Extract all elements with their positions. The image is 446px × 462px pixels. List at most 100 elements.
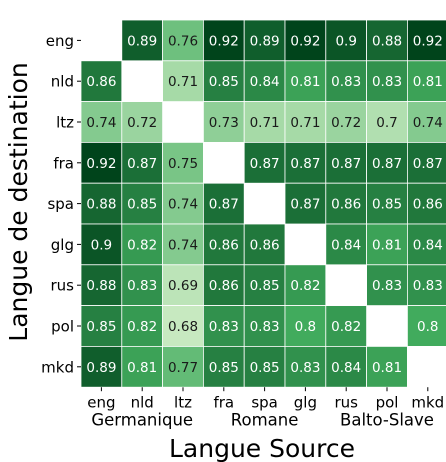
cell-value-nld-rus: 0.83 [331, 74, 361, 90]
heatmap-cell-nld-ltz [162, 60, 204, 102]
heatmap-cell-rus-ltz [162, 264, 204, 306]
cell-value-nld-glg: 0.81 [290, 74, 320, 90]
cell-value-rus-pol: 0.83 [372, 278, 402, 294]
heatmap-cell-spa-fra [202, 182, 245, 225]
y-tick-label-fra: fra [53, 154, 74, 172]
y-tick-label-eng: eng [46, 32, 74, 50]
heatmap-cell-nld-fra [202, 60, 245, 102]
cell-value-ltz-spa: 0.71 [250, 115, 280, 131]
cell-value-fra-eng: 0.92 [86, 156, 116, 172]
heatmap-cell-glg-fra [202, 223, 245, 266]
x-tick-label-spa: spa [251, 394, 278, 412]
heatmap-cell-ltz-spa [243, 101, 286, 143]
cell-value-mkd-nld: 0.81 [127, 360, 157, 376]
heatmap-cell-ltz-nld [121, 101, 164, 143]
cell-value-ltz-fra: 0.73 [209, 115, 239, 131]
heatmap-cell-pol-spa [243, 305, 286, 347]
heatmap-cell-mkd-glg [284, 345, 327, 388]
cell-value-glg-pol: 0.81 [372, 237, 402, 253]
cell-value-nld-pol: 0.83 [372, 74, 402, 90]
cell-value-eng-mkd: 0.92 [413, 33, 443, 49]
cell-value-rus-glg: 0.82 [290, 278, 320, 294]
heatmap-cell-nld-glg [284, 60, 327, 102]
y-tick-label-mkd: mkd [41, 358, 74, 376]
cell-value-ltz-glg: 0.71 [290, 115, 320, 131]
cell-value-nld-spa: 0.84 [250, 74, 280, 90]
y-axis-label: Langue de destination [4, 62, 33, 341]
heatmap-cell-pol-rus [325, 305, 367, 347]
heatmap-cell-ltz-rus [325, 101, 367, 143]
cell-value-ltz-eng: 0.74 [86, 115, 116, 131]
heatmap-cell-nld-mkd [406, 60, 446, 102]
heatmap-cell-rus-mkd [406, 264, 446, 306]
heatmap-cell-ltz-fra [202, 101, 245, 143]
cell-value-eng-nld: 0.89 [127, 33, 157, 49]
y-tick-label-ltz: ltz [56, 114, 74, 132]
cell-value-fra-spa: 0.87 [250, 156, 280, 172]
cell-value-nld-mkd: 0.81 [413, 74, 443, 90]
cell-value-pol-ltz: 0.68 [168, 319, 198, 335]
cell-value-fra-pol: 0.87 [372, 156, 402, 172]
cell-value-mkd-eng: 0.89 [86, 360, 116, 376]
cell-value-eng-fra: 0.92 [209, 33, 239, 49]
heatmap-cell-eng-rus [325, 19, 367, 62]
cell-value-spa-glg: 0.87 [290, 197, 320, 213]
heatmap-cell-mkd-spa [243, 345, 286, 388]
cell-value-nld-fra: 0.85 [209, 74, 239, 90]
x-tick-label-glg: glg [294, 394, 317, 412]
x-tick-label-nld: nld [131, 394, 154, 412]
cell-value-glg-spa: 0.86 [250, 237, 280, 253]
cell-value-eng-pol: 0.88 [372, 33, 402, 49]
heatmap-cell-rus-glg [284, 264, 327, 306]
cell-value-mkd-pol: 0.81 [372, 360, 402, 376]
cell-value-pol-eng: 0.85 [86, 319, 116, 335]
cell-value-glg-mkd: 0.84 [413, 237, 443, 253]
heatmap-cell-mkd-rus [325, 345, 367, 388]
x-group-label: Balto-Slave [340, 411, 434, 430]
cell-value-rus-eng: 0.88 [86, 278, 116, 294]
x-tick-label-pol: pol [376, 394, 399, 412]
cell-value-ltz-mkd: 0.74 [413, 115, 443, 131]
heatmap-cell-spa-mkd [406, 182, 446, 225]
heatmap-cell-pol-fra [202, 305, 245, 347]
cell-value-pol-nld: 0.82 [127, 319, 157, 335]
heatmap-cell-pol-glg [284, 305, 327, 347]
cell-value-fra-ltz: 0.75 [168, 156, 198, 172]
heatmap-cell-mkd-fra [202, 345, 245, 388]
x-axis-label: Langue Source [169, 434, 355, 462]
x-axis-groups: Germanique Romane Balto-Slave [91, 411, 434, 430]
cell-value-rus-mkd: 0.83 [413, 278, 443, 294]
cell-value-glg-eng: 0.9 [91, 237, 112, 253]
y-tick-label-spa: spa [47, 195, 74, 213]
y-tick-label-nld: nld [51, 73, 74, 91]
heatmap-cell-eng-mkd [406, 19, 446, 62]
heatmap-cell-ltz-glg [284, 101, 327, 143]
x-tick-label-eng: eng [87, 394, 115, 412]
y-tick-label-pol: pol [51, 318, 74, 336]
cell-value-fra-mkd: 0.87 [413, 156, 443, 172]
cell-value-eng-ltz: 0.76 [168, 33, 198, 49]
x-tick-label-rus: rus [334, 394, 358, 412]
heatmap-cell-pol-mkd [406, 305, 446, 347]
cell-value-mkd-rus: 0.84 [331, 360, 361, 376]
cell-value-mkd-glg: 0.83 [290, 360, 320, 376]
heatmap-cell-glg-ltz [162, 223, 204, 266]
y-tick-label-rus: rus [51, 277, 75, 295]
y-tick-label-glg: glg [51, 236, 74, 254]
heatmap-cell-glg-eng [80, 223, 123, 266]
heatmap-cell-fra-ltz [162, 141, 204, 184]
cell-value-spa-mkd: 0.86 [413, 197, 443, 213]
cell-value-ltz-pol: 0.7 [376, 115, 397, 131]
cell-labels: 0.89 0.76 0.92 0.89 0.92 0.9 0.88 0.92 0.86 0.71 0… [86, 33, 442, 375]
x-group-label: Germanique [91, 411, 193, 430]
heatmap-cell-fra-glg [284, 141, 327, 184]
heatmap-cell-fra-rus [325, 141, 367, 184]
heatmap-cell-fra-mkd [406, 141, 446, 184]
heatmap-cell-nld-eng [80, 60, 123, 102]
cell-value-pol-mkd: 0.8 [417, 319, 438, 335]
cell-value-mkd-spa: 0.85 [250, 360, 280, 376]
heatmap-cell-rus-pol [366, 264, 408, 306]
heatmap-cell-nld-spa [243, 60, 286, 102]
cell-value-glg-fra: 0.86 [209, 237, 239, 253]
cell-value-spa-nld: 0.85 [127, 197, 157, 213]
